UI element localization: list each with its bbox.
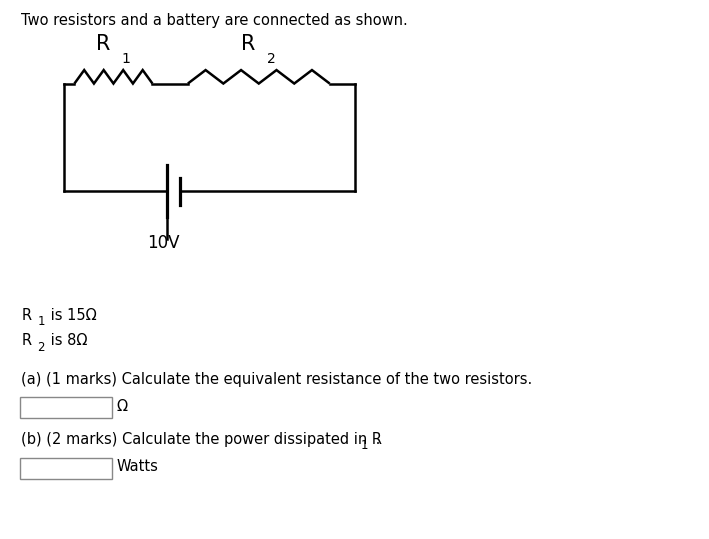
Text: R: R [96,34,110,54]
Text: (a) (1 marks) Calculate the equivalent resistance of the two resistors.: (a) (1 marks) Calculate the equivalent r… [21,372,532,388]
Text: R: R [241,34,255,54]
Text: R: R [21,308,31,323]
Text: 2: 2 [267,52,276,66]
Text: .: . [371,432,380,447]
Text: is 15Ω: is 15Ω [46,308,96,323]
Text: 1: 1 [122,52,130,66]
FancyBboxPatch shape [20,397,112,418]
Text: 10V: 10V [147,234,179,252]
FancyBboxPatch shape [20,458,112,479]
Text: Watts: Watts [117,459,159,474]
Text: is 8Ω: is 8Ω [46,333,87,348]
Text: (b) (2 marks) Calculate the power dissipated in R: (b) (2 marks) Calculate the power dissip… [21,432,382,447]
Text: Two resistors and a battery are connected as shown.: Two resistors and a battery are connecte… [21,13,408,29]
Text: Ω: Ω [117,399,128,414]
Text: R: R [21,333,31,348]
Text: 1: 1 [38,315,45,328]
Text: 2: 2 [38,341,45,354]
Text: 1: 1 [360,439,368,452]
